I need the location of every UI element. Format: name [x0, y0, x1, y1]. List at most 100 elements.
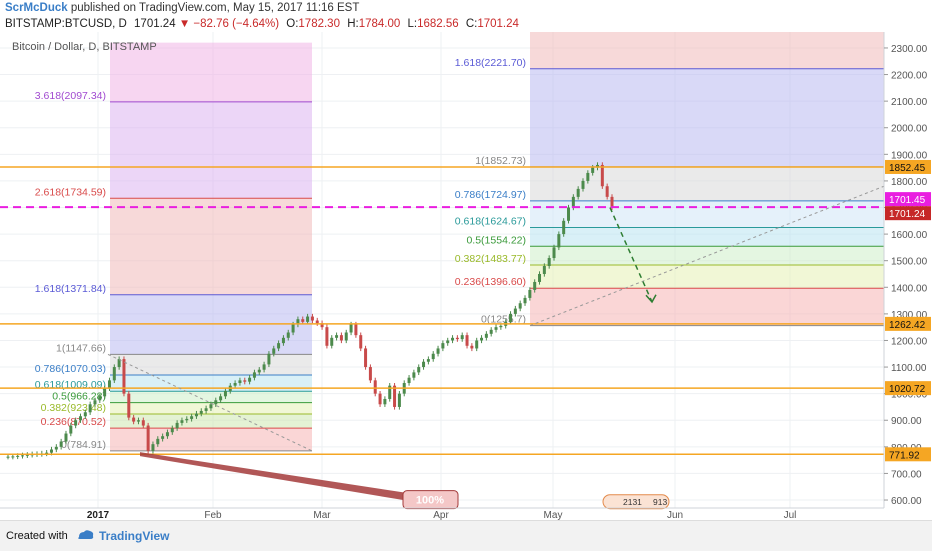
- candle-body: [538, 273, 542, 282]
- fib-left-level-label: 0.5(966.28): [52, 391, 106, 403]
- price-axis-label: 1800.00: [891, 177, 928, 188]
- fib-right-level-label: 0.382(1483.77): [455, 253, 526, 265]
- candle-body: [112, 367, 116, 381]
- price-tag-label: 1020.72: [889, 384, 926, 395]
- candle-body: [310, 316, 314, 321]
- price-tag: [885, 316, 931, 331]
- fib-right-band: [530, 32, 884, 69]
- candle-body: [180, 420, 184, 423]
- candle-body: [320, 323, 324, 328]
- candle-body: [412, 372, 416, 378]
- price-chart[interactable]: 0(784.91)0.236(870.52)0.382(923.48)0.5(9…: [0, 32, 932, 520]
- candle-body: [45, 452, 49, 454]
- candle-body: [349, 324, 353, 333]
- candle-body: [223, 390, 227, 397]
- candle-body: [315, 320, 319, 324]
- candle-body: [170, 428, 174, 433]
- candle-body: [547, 258, 551, 267]
- candle-body: [441, 343, 445, 349]
- price-tag: [885, 206, 931, 221]
- candle-body: [69, 425, 73, 434]
- low-value: 1682.56: [417, 18, 459, 30]
- fib-right-band: [530, 200, 884, 228]
- candle-body: [11, 456, 15, 458]
- candle-body: [339, 335, 343, 341]
- fib-left-level-label: 1.618(1371.84): [35, 283, 106, 295]
- candle-body: [354, 324, 358, 336]
- chart-title: Bitcoin / Dollar, D, BITSTAMP: [12, 41, 157, 53]
- price-axis-label: 1400.00: [891, 283, 928, 294]
- candle-body: [93, 400, 97, 405]
- tradingview-logo-icon[interactable]: [75, 528, 95, 542]
- fib-left-band: [110, 375, 312, 392]
- candle-body: [103, 388, 107, 397]
- candle-body: [605, 186, 609, 197]
- candle-body: [533, 281, 537, 290]
- candle-body: [484, 333, 488, 338]
- candle-body: [156, 438, 160, 445]
- price-axis-label: 1000.00: [891, 390, 928, 401]
- time-axis-label: Jun: [667, 510, 683, 520]
- fib-left-level-label: 2.618(1734.59): [35, 186, 106, 198]
- candle-body: [397, 393, 401, 407]
- candle-body: [277, 343, 281, 349]
- candle-body: [301, 319, 305, 322]
- candle-body: [325, 327, 329, 346]
- price-axis-label: 900.00: [891, 416, 922, 427]
- fib-left-band: [110, 198, 312, 295]
- candle-body: [388, 385, 392, 399]
- chart-header: ScrMcDuck published on TradingView.com, …: [0, 0, 932, 36]
- candle-body: [267, 353, 271, 365]
- time-axis-label: Jul: [784, 510, 797, 520]
- candle-body: [335, 335, 339, 338]
- candle-body: [151, 444, 155, 451]
- candle-body: [523, 297, 527, 304]
- candle-body: [296, 319, 300, 325]
- candle-body: [489, 329, 493, 334]
- price-tag: [885, 381, 931, 396]
- author-link[interactable]: ScrMcDuck: [5, 2, 68, 14]
- candle-body: [74, 420, 78, 426]
- price-tag: [885, 192, 931, 207]
- candle-body: [446, 340, 450, 344]
- candle-body: [542, 266, 546, 274]
- candle-body: [64, 433, 68, 442]
- candle-body: [252, 372, 256, 378]
- candle-body: [122, 359, 126, 394]
- fib-right-band: [530, 68, 884, 167]
- candle-body: [571, 196, 575, 208]
- candle-body: [344, 332, 348, 341]
- event-badge-value: 913: [653, 497, 667, 507]
- candle-body: [6, 456, 10, 458]
- fib-right-level-label: 0.618(1624.67): [455, 216, 526, 228]
- candle-body: [383, 398, 387, 405]
- fib-right-level-label: 0.236(1396.60): [455, 276, 526, 288]
- fib-left-level-label: 3.618(2097.34): [35, 90, 106, 102]
- ohlc-line: BITSTAMP:BTCUSD, D 1701.24 ▼ −82.76 (−4.…: [5, 18, 519, 30]
- low-label: L:: [407, 18, 418, 30]
- candle-body: [238, 380, 242, 384]
- candle-body: [146, 425, 150, 451]
- price-tag-label: 1701.24: [889, 209, 926, 220]
- price-axis-label: 1600.00: [891, 230, 928, 241]
- fib-left-band: [110, 428, 312, 451]
- candle-body: [161, 436, 165, 439]
- candle-body: [190, 416, 194, 419]
- event-badge-value: 2131: [623, 497, 642, 507]
- candle-body: [426, 359, 430, 362]
- candle-body: [368, 367, 372, 381]
- candle-body: [204, 408, 208, 411]
- event-badge: [602, 494, 670, 510]
- candle-body: [586, 172, 590, 181]
- candle-body: [436, 348, 440, 354]
- candle-body: [132, 417, 136, 422]
- price-tag-label: 1852.45: [889, 163, 926, 174]
- tradingview-brand[interactable]: TradingView: [99, 529, 170, 543]
- fib-right-level-label: 0.786(1724.97): [455, 189, 526, 201]
- candle-body: [407, 377, 411, 384]
- projection-label-text: 100%: [416, 495, 444, 507]
- price-axis-label: 1300.00: [891, 310, 928, 321]
- price-axis-label: 700.00: [891, 469, 922, 480]
- projection-arrow-head: [645, 294, 657, 304]
- price-axis-label: 600.00: [891, 496, 922, 507]
